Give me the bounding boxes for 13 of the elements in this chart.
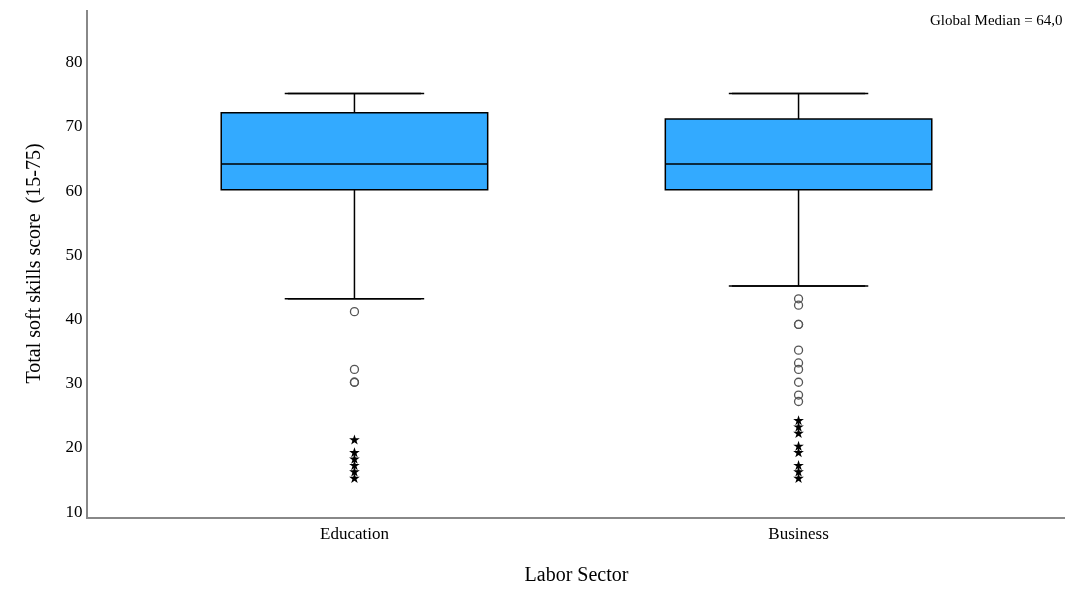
y-tick-label: 60 bbox=[65, 180, 83, 200]
y-tick-label: 20 bbox=[65, 437, 83, 457]
annotation: Global Median = 64,0 bbox=[930, 12, 1063, 28]
y-axis-title: Total soft skills score (15-75) bbox=[21, 143, 45, 384]
y-tick-label: 80 bbox=[65, 52, 83, 72]
y-tick-label: 50 bbox=[65, 244, 83, 264]
y-tick-label: 30 bbox=[65, 373, 83, 393]
x-tick-label: Business bbox=[768, 524, 829, 544]
y-tick-label: 70 bbox=[65, 116, 83, 136]
y-tick-label: 10 bbox=[65, 501, 83, 521]
x-axis-title: Labor Sector bbox=[524, 563, 629, 586]
x-tick-label: Education bbox=[319, 524, 390, 544]
y-tick-label: 40 bbox=[65, 309, 83, 328]
